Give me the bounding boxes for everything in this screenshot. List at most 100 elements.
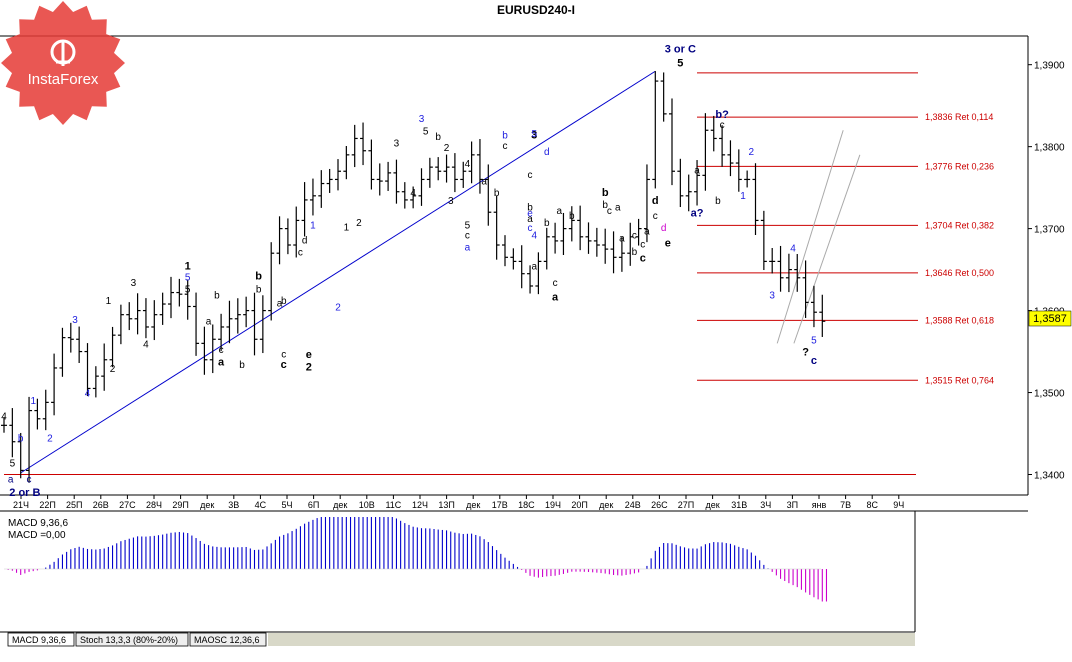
wave-label: ? — [802, 347, 809, 359]
time-tick-label: дек — [705, 500, 719, 510]
time-tick-label: 3В — [228, 500, 239, 510]
tab-maosc[interactable] — [189, 632, 267, 647]
trend-lines — [20, 70, 861, 474]
time-tick-label: 25П — [66, 500, 82, 510]
wave-label: b — [569, 211, 575, 222]
wave-label: a — [277, 298, 283, 309]
wave-label: 2 — [444, 143, 450, 154]
wave-label: 1 — [740, 191, 746, 202]
instaforex-logo: InstaForex — [1, 1, 125, 125]
time-tick-label: 8С — [866, 500, 878, 510]
wave-label: 3 — [531, 129, 537, 141]
time-tick-label: 5Ч — [281, 500, 292, 510]
wave-label: 1 — [310, 221, 316, 232]
logo-emblem-icon — [50, 39, 76, 66]
wave-label: b — [602, 200, 608, 211]
wave-label: 5 — [423, 126, 429, 137]
wave-label: b — [239, 360, 245, 371]
wave-label: b — [435, 132, 441, 143]
time-tick-label: 3Ч — [760, 500, 771, 510]
tab-stoch[interactable] — [75, 632, 189, 647]
wave-label: 4 — [85, 389, 91, 400]
retracement-label: 1,3704 Ret 0,382 — [925, 220, 994, 230]
wave-label: 2 — [356, 218, 362, 229]
wave-label: 5 — [677, 57, 683, 69]
wave-label: 2 — [306, 361, 312, 373]
wave-label: a — [8, 475, 14, 486]
retracement-label: 1,3646 Ret 0,500 — [925, 268, 994, 278]
wave-label: e — [306, 349, 312, 361]
wave-label: a — [619, 234, 625, 245]
price-tick-label: 1,3700 — [1034, 225, 1065, 236]
wave-label: 2 — [749, 147, 755, 158]
wave-label: 5 — [811, 335, 817, 346]
wave-label: c — [607, 206, 612, 217]
tab-stoch-label: Stoch 13,3,3 (80%-20%) — [80, 635, 178, 645]
wave-label: 5 — [531, 129, 537, 140]
time-tick-label: дек — [599, 500, 613, 510]
last-price-label: 1,3587 — [1033, 313, 1067, 325]
wave-label: 1 — [30, 396, 36, 407]
wave-label: b — [281, 296, 287, 307]
wave-label: a — [615, 203, 621, 214]
wave-label: a — [694, 166, 700, 177]
time-tick-label: 4С — [255, 500, 267, 510]
wave-label: a — [552, 292, 559, 304]
time-tick-label: 10В — [359, 500, 375, 510]
wave-label: 3 or C — [665, 43, 696, 55]
wave-label: c — [632, 230, 637, 241]
wave-label: a — [556, 206, 562, 217]
wave-label: 5 — [10, 458, 16, 469]
wave-label: 2 — [47, 434, 53, 445]
time-tick-label: 7В — [840, 500, 851, 510]
retracement-label: 1,3776 Ret 0,236 — [925, 161, 994, 171]
wave-label: e — [527, 208, 533, 219]
wave-label: 1 — [106, 296, 112, 307]
retracement-label: 1,3515 Ret 0,764 — [925, 375, 994, 385]
wave-label: c — [553, 278, 558, 289]
wave-label: c — [465, 230, 470, 241]
wave-label: d — [302, 235, 308, 246]
last-price-box — [1028, 310, 1072, 327]
time-axis: 21Ч 22П 25П 26В 27С 28Ч 29П дек 3В 4С 5Ч 6П дек 10В 11… — [13, 495, 904, 510]
time-tick-label: 12Ч — [412, 500, 428, 510]
wave-label: 5 — [185, 285, 191, 296]
time-tick-label: 18С — [518, 500, 535, 510]
time-tick-label: 13П — [438, 500, 454, 510]
wave-label: a — [531, 262, 537, 273]
channel-line — [776, 130, 844, 344]
time-tick-label: 26С — [651, 500, 668, 510]
tabs-scrollbar[interactable] — [268, 633, 915, 646]
price-bars — [1, 71, 826, 483]
retracement-label: 1,3836 Ret 0,114 — [925, 112, 993, 122]
tab-macd[interactable] — [7, 632, 75, 647]
time-tick-label: 11С — [385, 500, 401, 510]
time-tick-label: дек — [466, 500, 480, 510]
wave-label: c — [640, 239, 645, 250]
wave-label: c — [811, 355, 817, 367]
wave-label: e — [665, 238, 671, 250]
wave-label: b — [214, 290, 220, 301]
wave-label: b — [632, 247, 638, 258]
time-tick-label: 17В — [492, 500, 508, 510]
wave-label: a — [465, 243, 471, 254]
wave-label: c — [27, 475, 32, 486]
wave-label: 4 — [410, 188, 416, 199]
wave-label: c — [720, 120, 725, 131]
wave-label: 3 — [131, 278, 137, 289]
wave-label: c — [653, 211, 658, 222]
wave-label: a — [206, 317, 212, 328]
wave-label: 4 — [790, 244, 796, 255]
main-trendline — [20, 70, 656, 474]
wave-label: 5 — [465, 221, 471, 232]
time-tick-label: 27С — [119, 500, 136, 510]
wave-label: 3 — [72, 315, 78, 326]
wave-label: 4 — [531, 230, 537, 241]
wave-label: a — [218, 356, 225, 368]
price-tick-label: 1,3500 — [1034, 389, 1065, 400]
time-tick-label: янв — [812, 500, 827, 510]
retracement-label: 1,3588 Ret 0,618 — [925, 315, 994, 325]
time-tick-label: 6П — [308, 500, 319, 510]
